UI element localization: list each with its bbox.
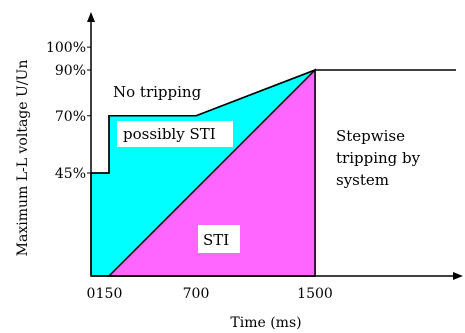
- y-tick-label-90: 90%: [55, 63, 86, 79]
- x-axis-label: Time (ms): [230, 315, 301, 331]
- boundary-curve: [91, 69, 456, 174]
- annotation-no-tripping: No tripping: [113, 83, 202, 101]
- axes: [87, 12, 463, 280]
- boundary-curve-group: [91, 69, 456, 174]
- y-axis-label: Maximum L-L voltage U/Un: [15, 60, 31, 257]
- sti-label-bg: [198, 225, 240, 253]
- y-tick-label-70: 70%: [55, 109, 86, 125]
- x-axis-arrow: [453, 272, 463, 280]
- y-tick-label-100: 100%: [46, 40, 86, 56]
- tick-labels: 45% 70% 90% 100% 0 150 700 1500: [46, 40, 333, 302]
- x-tick-label-1500: 1500: [297, 286, 333, 302]
- y-axis-arrow: [87, 12, 95, 22]
- annotation-stepwise-line2: tripping by: [336, 149, 421, 167]
- y-tick-label-45: 45%: [55, 166, 86, 182]
- possibly-sti-label-bg: [117, 121, 233, 147]
- x-tick-label-700: 700: [183, 286, 210, 302]
- annotation-possibly-sti: possibly STI: [123, 125, 216, 143]
- x-tick-label-0: 0: [87, 286, 96, 302]
- annotation-stepwise-line1: Stepwise: [336, 127, 405, 145]
- annotation-stepwise-line3: system: [336, 171, 389, 189]
- x-tick-label-150: 150: [96, 286, 123, 302]
- annotation-sti: STI: [203, 231, 229, 249]
